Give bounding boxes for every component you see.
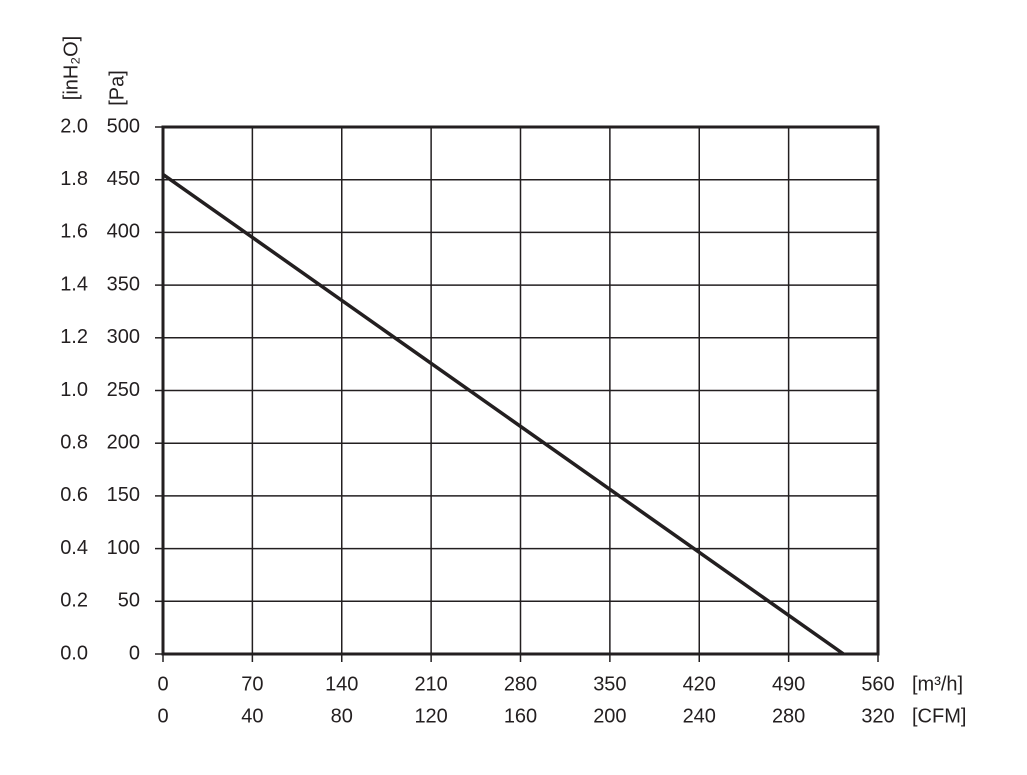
x-tick-label: 280 (504, 673, 537, 695)
y-tick-label: 350 (107, 273, 140, 295)
y-tick-label: 50 (118, 590, 140, 612)
x2-tick-label: 160 (504, 705, 537, 727)
y-tick-label: 500 (107, 115, 140, 137)
y-tick-label: 150 (107, 484, 140, 506)
x2-tick-label: 240 (683, 705, 716, 727)
y2-tick-label: 1.8 (60, 168, 88, 190)
y2-tick-label: 0.2 (60, 590, 88, 612)
plot-frame (161, 125, 880, 656)
curve (161, 172, 845, 656)
x-tick-label: 350 (593, 673, 626, 695)
y-tick-label: 300 (107, 326, 140, 348)
y-tick-label: 450 (107, 168, 140, 190)
y-tick-label: 100 (107, 537, 140, 559)
x2-tick-label: 40 (241, 705, 263, 727)
x-tick-label: 420 (683, 673, 716, 695)
x2-tick-label: 320 (861, 705, 894, 727)
x2-tick-label: 200 (593, 705, 626, 727)
y-tick-label: 200 (107, 431, 140, 453)
y2-tick-label: 0.6 (60, 484, 88, 506)
y2-tick-label: 2.0 (60, 115, 88, 137)
y-tick-label: 250 (107, 379, 140, 401)
x-tick-label: 210 (414, 673, 447, 695)
y2-tick-label: 1.4 (60, 273, 88, 295)
y2-tick-label: 0.4 (60, 537, 88, 559)
x2-tick-label: 0 (157, 705, 168, 727)
y-tick-label: 0 (129, 642, 140, 664)
y-tick-label: 400 (107, 221, 140, 243)
x-tick-label: 140 (325, 673, 358, 695)
y2-tick-label: 1.6 (60, 221, 88, 243)
y-axis-label: [Pa] (106, 70, 128, 106)
y2-tick-label: 0.0 (60, 642, 88, 664)
x2-tick-label: 280 (772, 705, 805, 727)
x-tick-label: 70 (241, 673, 263, 695)
x-axis-label: [m³/h] (912, 673, 963, 695)
x-tick-label: 490 (772, 673, 805, 695)
y2-axis-label: [inH₂O] (60, 36, 82, 100)
x2-axis-label: [CFM] (912, 705, 966, 727)
x2-tick-label: 80 (331, 705, 353, 727)
y2-tick-label: 1.2 (60, 326, 88, 348)
y2-tick-label: 1.0 (60, 379, 88, 401)
x-tick-label: 560 (861, 673, 894, 695)
x-tick-label: 0 (157, 673, 168, 695)
y2-tick-label: 0.8 (60, 431, 88, 453)
x2-tick-label: 120 (414, 705, 447, 727)
